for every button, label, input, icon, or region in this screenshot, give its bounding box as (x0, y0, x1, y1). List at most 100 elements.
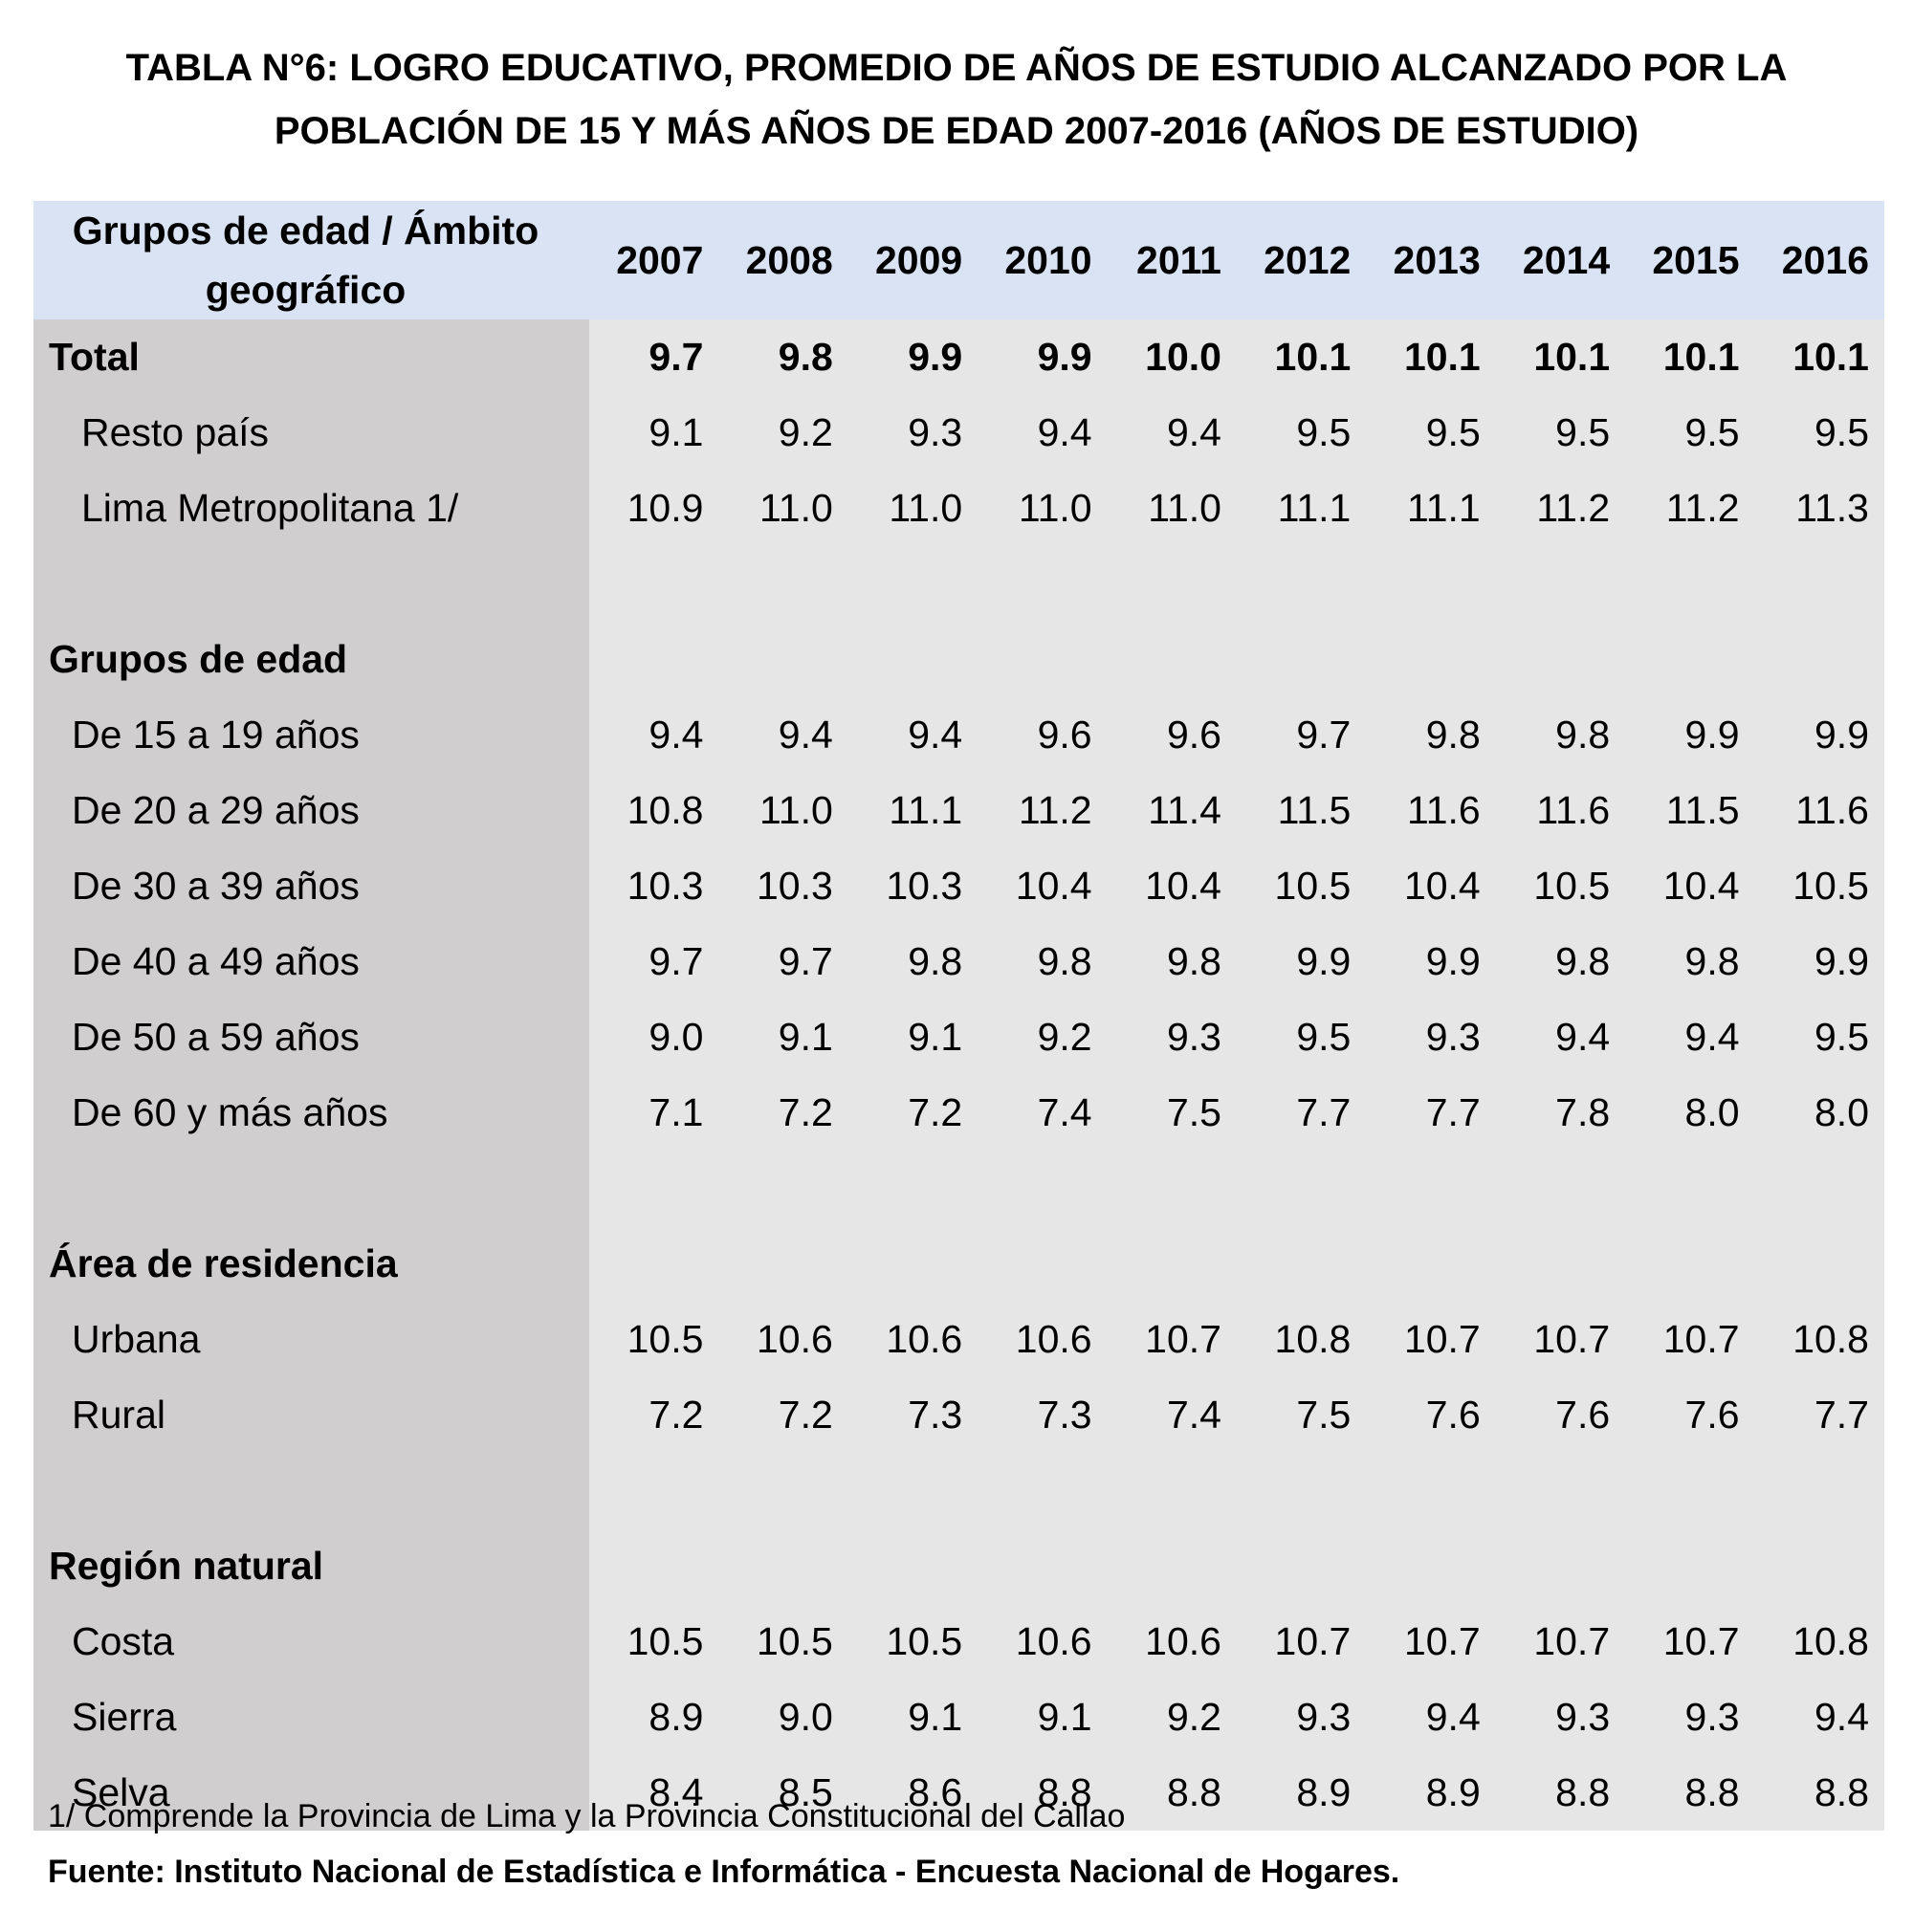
value-cell: 11.5 (1236, 773, 1367, 848)
footnote: 1/ Comprende la Provincia de Lima y la P… (48, 1798, 1126, 1834)
empty-value-cell (978, 1226, 1108, 1302)
empty-value-cell (1107, 1528, 1237, 1604)
value-cell: 10.7 (1625, 1604, 1755, 1680)
value-cell: 10.8 (1754, 1302, 1884, 1377)
value-cell: 7.7 (1236, 1075, 1367, 1151)
empty-value-cell (1754, 1151, 1884, 1226)
value-cell: 10.7 (1495, 1604, 1626, 1680)
value-cell: 11.6 (1366, 773, 1496, 848)
value-cell: 11.2 (1625, 471, 1755, 546)
empty-value-cell (1625, 1453, 1755, 1528)
value-cell: 8.6 (847, 1755, 978, 1831)
empty-value-cell (847, 1226, 978, 1302)
row-label: Lima Metropolitana 1/ (33, 471, 590, 546)
spacer-row (33, 1453, 1884, 1528)
value-cell: 10.7 (1236, 1604, 1367, 1680)
value-cell: 11.2 (978, 773, 1108, 848)
value-cell: 9.9 (1754, 697, 1884, 773)
empty-value-cell (1495, 1453, 1626, 1528)
value-cell: 10.8 (1754, 1604, 1884, 1680)
value-cell: 10.5 (718, 1604, 848, 1680)
empty-value-cell (1366, 1151, 1496, 1226)
value-cell: 9.4 (1366, 1680, 1496, 1755)
empty-value-cell (1495, 1151, 1626, 1226)
value-cell: 9.1 (847, 1680, 978, 1755)
value-cell: 11.3 (1754, 471, 1884, 546)
value-cell: 9.7 (1236, 697, 1367, 773)
data-table-container: Grupos de edad / Ámbito geográfico 2007 2… (33, 201, 1884, 1831)
value-cell: 9.3 (1107, 999, 1237, 1075)
empty-value-cell (1625, 622, 1755, 697)
empty-value-cell (1107, 546, 1237, 622)
value-cell: 11.6 (1754, 773, 1884, 848)
value-cell: 9.6 (978, 697, 1108, 773)
value-cell: 11.0 (847, 471, 978, 546)
value-cell: 8.0 (1754, 1075, 1884, 1151)
empty-value-cell (718, 1226, 848, 1302)
value-cell: 7.8 (1495, 1075, 1626, 1151)
value-cell: 11.0 (718, 773, 848, 848)
value-cell: 8.8 (978, 1755, 1108, 1831)
value-cell: 10.5 (589, 1302, 719, 1377)
empty-value-cell (1107, 1151, 1237, 1226)
empty-value-cell (1366, 1226, 1496, 1302)
empty-label-cell (33, 1151, 590, 1226)
table-row: De 60 y más años 7.1 7.2 7.2 7.4 7.5 7.7 7.7 7.8… (33, 1075, 1884, 1151)
value-cell: 9.9 (1625, 697, 1755, 773)
value-cell: 9.5 (1495, 395, 1626, 471)
table-row: Urbana 10.5 10.6 10.6 10.6 10.7 10.8 10.7 10.7 10… (33, 1302, 1884, 1377)
value-cell: 11.0 (978, 471, 1108, 546)
value-cell: 7.3 (847, 1377, 978, 1453)
empty-value-cell (1236, 622, 1367, 697)
value-cell: 9.6 (1107, 697, 1237, 773)
row-label: Costa (33, 1604, 590, 1680)
value-cell: 10.6 (978, 1302, 1108, 1377)
value-cell: 9.8 (978, 924, 1108, 999)
table-row: Selva 8.4 8.5 8.6 8.8 8.8 8.9 8.9 8.8 8.8 8.8 (33, 1755, 1884, 1831)
column-header-year: 2007 (589, 201, 719, 319)
column-header-year: 2014 (1495, 201, 1626, 319)
empty-value-cell (1625, 1226, 1755, 1302)
value-cell: 10.1 (1754, 319, 1884, 395)
value-cell: 9.7 (589, 924, 719, 999)
section-heading-row: Región natural (33, 1528, 1884, 1604)
value-cell: 9.8 (1495, 697, 1626, 773)
value-cell: 10.1 (1236, 319, 1367, 395)
value-cell: 9.1 (589, 395, 719, 471)
value-cell: 10.6 (847, 1302, 978, 1377)
value-cell: 9.9 (847, 319, 978, 395)
value-cell: 8.8 (1625, 1755, 1755, 1831)
value-cell: 10.7 (1495, 1302, 1626, 1377)
section-heading-row: Grupos de edad (33, 622, 1884, 697)
table-title: TABLA N°6: LOGRO EDUCATIVO, PROMEDIO DE … (38, 36, 1875, 163)
value-cell: 9.0 (718, 1680, 848, 1755)
table-row: De 40 a 49 años 9.7 9.7 9.8 9.8 9.8 9.9 9.9 9.8 9… (33, 924, 1884, 999)
empty-value-cell (1236, 1528, 1367, 1604)
value-cell: 10.4 (1107, 848, 1237, 924)
value-cell: 10.3 (589, 848, 719, 924)
spacer-row (33, 1151, 1884, 1226)
empty-label-cell (33, 1453, 590, 1528)
value-cell: 10.3 (718, 848, 848, 924)
empty-value-cell (589, 1453, 719, 1528)
value-cell: 7.2 (589, 1377, 719, 1453)
value-cell: 7.1 (589, 1075, 719, 1151)
column-header-year: 2011 (1107, 201, 1237, 319)
section-heading: Área de residencia (33, 1226, 590, 1302)
value-cell: 10.4 (1625, 848, 1755, 924)
row-label: Rural (33, 1377, 590, 1453)
table-row: De 15 a 19 años 9.4 9.4 9.4 9.6 9.6 9.7 9.8 9.8 9… (33, 697, 1884, 773)
table-row: Resto país 9.1 9.2 9.3 9.4 9.4 9.5 9.5 9.5 9.5 9.5 (33, 395, 1884, 471)
value-cell: 9.4 (847, 697, 978, 773)
value-cell: 7.5 (1236, 1377, 1367, 1453)
value-cell: 7.6 (1366, 1377, 1496, 1453)
row-label: Urbana (33, 1302, 590, 1377)
value-cell: 9.8 (847, 924, 978, 999)
total-row: Total 9.7 9.8 9.9 9.9 10.0 10.1 10.1 10.1 10.1 10.… (33, 319, 1884, 395)
empty-value-cell (1107, 1226, 1237, 1302)
empty-value-cell (847, 1453, 978, 1528)
value-cell: 11.0 (1107, 471, 1237, 546)
value-cell: 9.7 (589, 319, 719, 395)
column-header-year: 2016 (1754, 201, 1884, 319)
empty-value-cell (1754, 622, 1884, 697)
